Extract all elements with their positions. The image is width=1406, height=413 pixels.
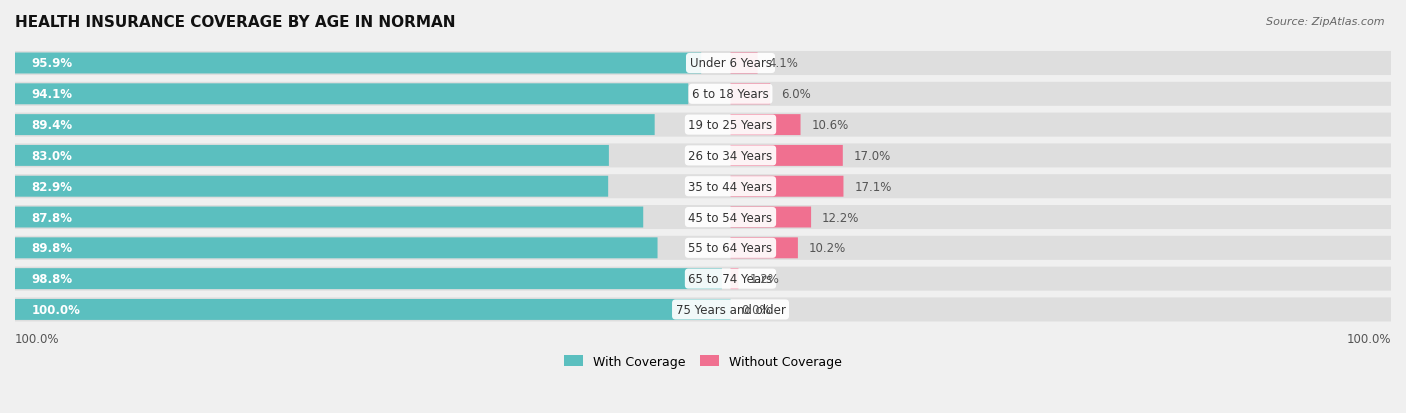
Text: 89.4%: 89.4% [31, 119, 73, 132]
FancyBboxPatch shape [15, 113, 1391, 137]
FancyBboxPatch shape [15, 146, 609, 166]
FancyBboxPatch shape [15, 115, 655, 136]
FancyBboxPatch shape [15, 84, 689, 105]
Text: 82.9%: 82.9% [31, 180, 73, 193]
FancyBboxPatch shape [731, 176, 844, 197]
FancyBboxPatch shape [15, 298, 1391, 322]
Text: 19 to 25 Years: 19 to 25 Years [689, 119, 773, 132]
FancyBboxPatch shape [15, 83, 1391, 107]
Text: 35 to 44 Years: 35 to 44 Years [689, 180, 772, 193]
Text: Under 6 Years: Under 6 Years [689, 57, 772, 70]
Text: 17.1%: 17.1% [855, 180, 891, 193]
FancyBboxPatch shape [15, 175, 1391, 199]
FancyBboxPatch shape [15, 144, 1391, 168]
Text: 75 Years and older: 75 Years and older [675, 303, 786, 316]
Text: Source: ZipAtlas.com: Source: ZipAtlas.com [1267, 17, 1385, 26]
FancyBboxPatch shape [731, 53, 758, 74]
FancyBboxPatch shape [15, 267, 1391, 291]
Text: 45 to 54 Years: 45 to 54 Years [689, 211, 772, 224]
Text: 10.6%: 10.6% [811, 119, 849, 132]
Text: 10.2%: 10.2% [808, 242, 846, 255]
Text: 55 to 64 Years: 55 to 64 Years [689, 242, 772, 255]
FancyBboxPatch shape [15, 238, 658, 259]
Legend: With Coverage, Without Coverage: With Coverage, Without Coverage [560, 350, 846, 373]
FancyBboxPatch shape [731, 207, 811, 228]
Text: 17.0%: 17.0% [853, 150, 891, 163]
Text: 65 to 74 Years: 65 to 74 Years [689, 273, 773, 285]
Text: 4.1%: 4.1% [769, 57, 799, 70]
FancyBboxPatch shape [15, 206, 1391, 230]
FancyBboxPatch shape [15, 236, 1391, 260]
Text: 98.8%: 98.8% [31, 273, 73, 285]
FancyBboxPatch shape [15, 176, 609, 197]
FancyBboxPatch shape [15, 268, 721, 290]
FancyBboxPatch shape [15, 52, 1391, 76]
Text: 6.0%: 6.0% [782, 88, 811, 101]
Text: 95.9%: 95.9% [31, 57, 73, 70]
FancyBboxPatch shape [15, 207, 643, 228]
FancyBboxPatch shape [731, 84, 770, 105]
Text: 0.0%: 0.0% [741, 303, 770, 316]
Text: 83.0%: 83.0% [31, 150, 72, 163]
FancyBboxPatch shape [731, 238, 797, 259]
Text: HEALTH INSURANCE COVERAGE BY AGE IN NORMAN: HEALTH INSURANCE COVERAGE BY AGE IN NORM… [15, 15, 456, 30]
Text: 87.8%: 87.8% [31, 211, 73, 224]
FancyBboxPatch shape [731, 115, 800, 136]
Text: 100.0%: 100.0% [15, 332, 59, 345]
Text: 1.2%: 1.2% [749, 273, 779, 285]
Text: 6 to 18 Years: 6 to 18 Years [692, 88, 769, 101]
Text: 26 to 34 Years: 26 to 34 Years [689, 150, 773, 163]
FancyBboxPatch shape [15, 53, 702, 74]
FancyBboxPatch shape [731, 146, 842, 166]
Text: 100.0%: 100.0% [1347, 332, 1391, 345]
FancyBboxPatch shape [731, 268, 738, 290]
FancyBboxPatch shape [15, 299, 731, 320]
Text: 94.1%: 94.1% [31, 88, 73, 101]
Text: 12.2%: 12.2% [823, 211, 859, 224]
Text: 89.8%: 89.8% [31, 242, 73, 255]
Text: 100.0%: 100.0% [31, 303, 80, 316]
